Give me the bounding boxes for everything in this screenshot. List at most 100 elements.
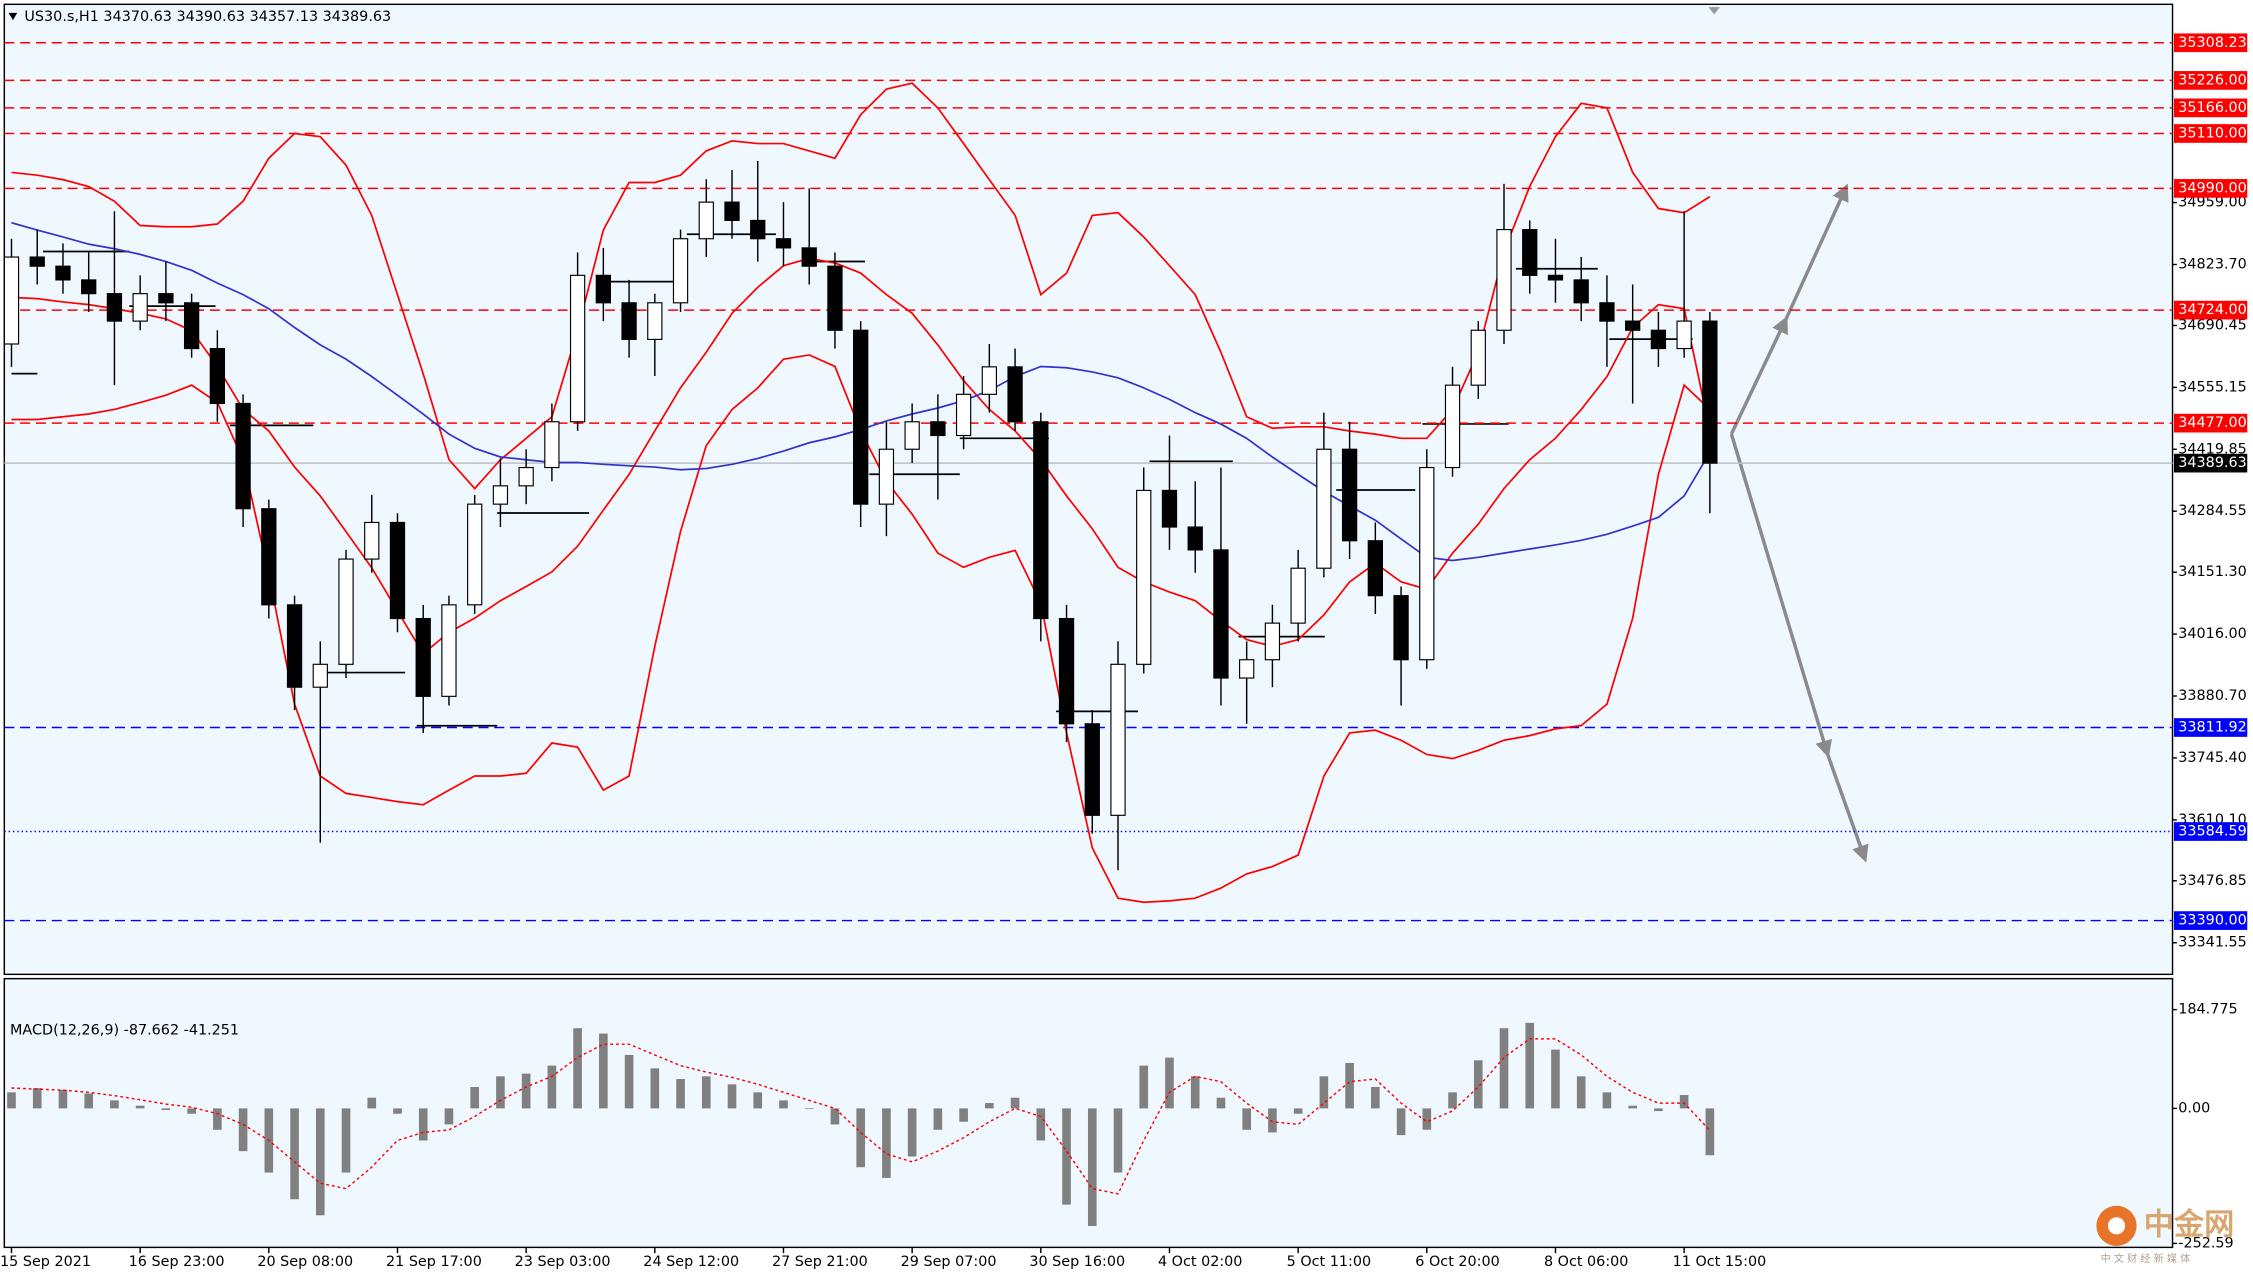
candle-body <box>1599 302 1615 322</box>
macd-bar <box>547 1065 557 1109</box>
macd-bar <box>830 1108 840 1125</box>
candle-body <box>441 604 457 697</box>
candle-body <box>312 663 328 688</box>
y-tick-label: 0.00 <box>2178 1100 2210 1116</box>
level-label: 35166.00 <box>2178 100 2247 116</box>
level-label-bg <box>2173 98 2248 118</box>
macd-bar <box>1216 1097 1226 1109</box>
candle-body <box>750 219 766 240</box>
candle-body <box>132 293 148 322</box>
macd-bar <box>1422 1108 1432 1130</box>
y-tick-label: 184.775 <box>2178 1002 2237 1018</box>
macd-bar <box>1293 1108 1303 1114</box>
y-tick-label: 34016.00 <box>2178 626 2247 642</box>
macd-bar <box>521 1073 531 1109</box>
macd-bar <box>1113 1108 1123 1173</box>
y-tick-label: 34555.15 <box>2178 379 2247 395</box>
candle-body <box>1110 663 1126 816</box>
x-tick-label: 21 Sep 17:00 <box>386 1254 482 1270</box>
candle-body <box>1444 384 1461 469</box>
level-label: 35308.23 <box>2178 35 2247 51</box>
macd-bar <box>907 1108 917 1157</box>
candle-body <box>81 279 97 295</box>
macd-bar <box>290 1108 299 1200</box>
macd-bar <box>135 1105 145 1109</box>
y-tick-label: 34690.45 <box>2178 317 2247 333</box>
macd-bar <box>1448 1092 1457 1109</box>
y-tick-label: 33745.40 <box>2178 750 2247 766</box>
candle-body <box>209 347 226 405</box>
candle-body <box>106 293 123 322</box>
candle-body <box>467 503 483 606</box>
candle-body <box>1264 622 1281 661</box>
candle-body <box>1522 229 1538 276</box>
watermark-logo-inner <box>2107 1217 2126 1235</box>
indicator-line <box>11 82 1711 490</box>
candle-body <box>1547 274 1564 281</box>
macd-bar <box>418 1108 428 1141</box>
macd-bar <box>187 1108 196 1114</box>
level-label: 34990.00 <box>2178 180 2247 196</box>
candle-body <box>492 485 509 505</box>
macd-bar <box>701 1076 711 1109</box>
y-tick-label: 34151.30 <box>2178 564 2247 580</box>
candle-body <box>878 448 895 505</box>
macd-bar <box>315 1108 325 1216</box>
candle-body <box>1290 567 1306 624</box>
candle-body <box>1213 549 1229 679</box>
candle-body <box>29 256 45 267</box>
candle-body <box>930 421 946 437</box>
macd-bar <box>1345 1062 1354 1109</box>
macd-bar <box>676 1078 685 1109</box>
level-label: 34724.00 <box>2178 302 2247 318</box>
macd-bar <box>1139 1065 1149 1109</box>
macd-bar <box>882 1108 891 1178</box>
macd-bar <box>1165 1057 1174 1109</box>
candle-body <box>1573 279 1589 304</box>
candle-body <box>364 521 380 560</box>
candle-body <box>1625 320 1641 331</box>
level-label-bg <box>2173 71 2248 90</box>
level-label: 35110.00 <box>2178 125 2247 141</box>
watermark-subtitle: 中 文 财 经 新 媒 体 <box>2101 1252 2190 1265</box>
candle-body <box>235 402 251 510</box>
macd-bar <box>1190 1076 1200 1109</box>
macd-bar <box>7 1092 16 1109</box>
level-label-bg <box>2173 33 2248 53</box>
macd-bar <box>1473 1060 1483 1109</box>
macd-bar <box>393 1108 402 1114</box>
candle-body <box>183 302 200 350</box>
macd-bar <box>58 1089 68 1109</box>
candle-body <box>1161 489 1178 528</box>
macd-bar <box>1576 1076 1586 1109</box>
y-tick-label: 33476.85 <box>2178 873 2247 889</box>
candle-body <box>1419 466 1435 661</box>
level-label-bg <box>2173 179 2248 198</box>
candle-body <box>1702 320 1718 464</box>
macd-bar <box>933 1108 943 1130</box>
candle-body <box>1033 421 1049 620</box>
candle-body <box>1393 595 1409 661</box>
menu-triangle <box>8 12 18 21</box>
candle-body <box>1650 329 1667 350</box>
macd-bar <box>84 1093 94 1109</box>
candle-body <box>981 366 997 395</box>
current-price-label: 34389.63 <box>2178 455 2247 471</box>
level-label: 35226.00 <box>2178 72 2247 88</box>
x-tick-label: 30 Sep 16:00 <box>1029 1254 1125 1270</box>
macd-bar <box>1319 1076 1329 1109</box>
level-label-bg <box>2173 911 2248 930</box>
level-label-bg <box>2173 718 2248 737</box>
macd-bar <box>856 1108 865 1168</box>
x-tick-label: 23 Sep 03:00 <box>515 1254 611 1270</box>
signal-line <box>11 1038 1711 1195</box>
macd-bar <box>1628 1105 1637 1109</box>
macd-bar <box>1062 1108 1071 1205</box>
macd-bar <box>238 1108 248 1152</box>
candle-body <box>544 421 560 469</box>
macd-bar <box>1705 1108 1715 1156</box>
current-price-label-bg <box>2173 453 2248 473</box>
candle-body <box>801 247 817 267</box>
candle-body <box>647 302 663 340</box>
